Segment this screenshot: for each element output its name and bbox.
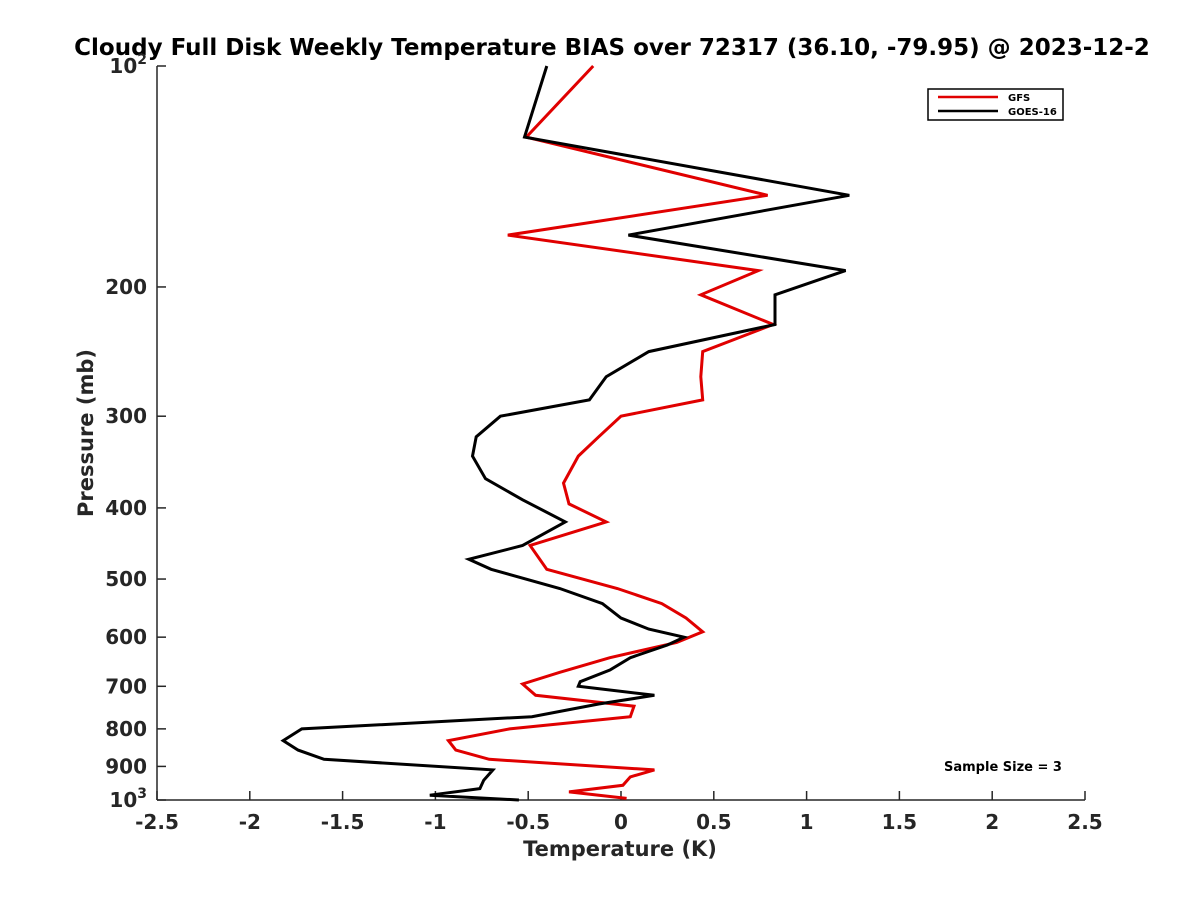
x-tick-label: -1.5	[321, 810, 365, 834]
y-tick-label-base: 400	[105, 496, 147, 520]
legend-label: GFS	[1008, 93, 1030, 104]
x-tick-label: 0.5	[696, 810, 731, 834]
y-tick-label: 400	[105, 496, 147, 520]
y-tick-label-base: 10	[109, 54, 137, 78]
y-tick-label: 800	[105, 717, 147, 741]
x-tick-label: 1.5	[882, 810, 917, 834]
y-tick-label-base: 10	[109, 788, 137, 812]
x-tick-label: -2.5	[135, 810, 179, 834]
y-tick-label-base: 800	[105, 717, 147, 741]
x-tick-label: 2.5	[1067, 810, 1102, 834]
y-tick-label: 900	[105, 754, 147, 778]
y-tick-label-exponent: 2	[137, 52, 147, 68]
x-tick-label: -2	[239, 810, 261, 834]
y-tick-label: 600	[105, 625, 147, 649]
legend: GFS GOES-16	[927, 88, 1064, 121]
y-tick-label-base: 500	[105, 567, 147, 591]
y-tick-label: 103	[109, 786, 147, 812]
y-tick-label-base: 900	[105, 754, 147, 778]
y-tick-label-base: 700	[105, 674, 147, 698]
sample-size-annotation: Sample Size = 3	[944, 760, 1062, 775]
x-tick-label: -0.5	[506, 810, 550, 834]
series-line-gfs	[445, 64, 778, 800]
x-axis-title: Temperature (K)	[523, 837, 717, 861]
legend-box	[927, 88, 1064, 121]
x-tick-label: 1	[800, 810, 814, 834]
y-tick-label-base: 300	[105, 404, 147, 428]
x-axis: -2.5 -2 -1.5 -1 -0.5 0 0.5 1 1.5 2 2.5	[135, 791, 1103, 834]
y-axis-title: Pressure (mb)	[74, 349, 98, 517]
y-tick-label-base: 200	[105, 275, 147, 299]
y-tick-label: 200	[105, 275, 147, 299]
chart-title: Cloudy Full Disk Weekly Temperature BIAS…	[74, 35, 1150, 61]
y-tick-label: 102	[109, 52, 147, 78]
x-tick-label: 2	[985, 810, 999, 834]
x-tick-label: -1	[424, 810, 446, 834]
y-tick-label: 500	[105, 567, 147, 591]
y-tick-label-exponent: 3	[137, 786, 147, 802]
y-tick-label: 700	[105, 674, 147, 698]
x-tick-label: 0	[614, 810, 628, 834]
y-tick-label-base: 600	[105, 625, 147, 649]
series-line-goes-16	[280, 65, 850, 802]
legend-label: GOES-16	[1008, 107, 1057, 118]
y-tick-label: 300	[105, 404, 147, 428]
series-layer	[280, 64, 850, 802]
